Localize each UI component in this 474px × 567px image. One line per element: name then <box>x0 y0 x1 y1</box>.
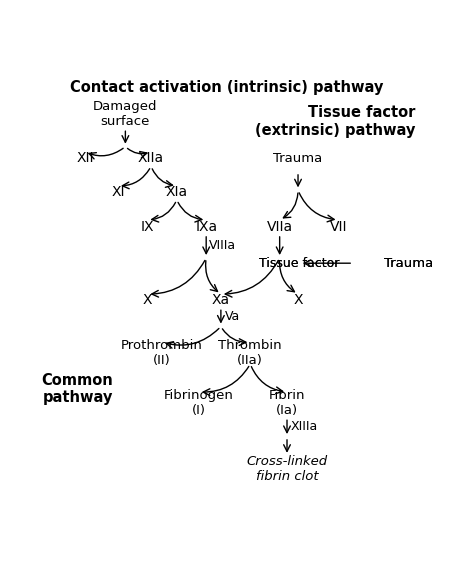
FancyArrowPatch shape <box>178 202 202 222</box>
Text: Trauma: Trauma <box>273 152 323 165</box>
FancyArrowPatch shape <box>299 193 334 222</box>
Text: Prothrombin
(II): Prothrombin (II) <box>121 338 203 367</box>
FancyArrowPatch shape <box>122 168 150 189</box>
FancyArrowPatch shape <box>152 202 175 222</box>
Text: Tissue factor: Tissue factor <box>259 257 340 270</box>
FancyArrowPatch shape <box>152 260 205 297</box>
Text: Thrombin
(IIa): Thrombin (IIa) <box>219 338 282 367</box>
Text: X: X <box>293 293 303 307</box>
Text: Trauma: Trauma <box>384 257 434 270</box>
Text: Common
pathway: Common pathway <box>42 373 113 405</box>
Text: Cross-linked
fibrin clot: Cross-linked fibrin clot <box>246 455 328 483</box>
FancyArrowPatch shape <box>280 261 294 292</box>
Text: Fibrin
(Ia): Fibrin (Ia) <box>269 390 305 417</box>
Text: XIa: XIa <box>166 185 188 200</box>
Text: XIIa: XIIa <box>138 151 164 166</box>
Text: VIIIa: VIIIa <box>209 239 236 252</box>
Text: Va: Va <box>225 310 240 323</box>
FancyArrowPatch shape <box>251 367 283 393</box>
FancyArrowPatch shape <box>283 193 298 218</box>
FancyArrowPatch shape <box>89 149 123 159</box>
Text: VII: VII <box>330 219 347 234</box>
FancyArrowPatch shape <box>152 169 173 187</box>
Text: Tissue factor
(extrinsic) pathway: Tissue factor (extrinsic) pathway <box>255 105 416 138</box>
Text: X: X <box>143 293 152 307</box>
Text: IX: IX <box>141 219 154 234</box>
Text: Xa: Xa <box>212 293 230 307</box>
Text: Damaged
surface: Damaged surface <box>93 100 158 128</box>
Text: XI: XI <box>111 185 125 200</box>
Text: VIIa: VIIa <box>266 219 293 234</box>
FancyArrowPatch shape <box>166 328 219 348</box>
Text: XIIIa: XIIIa <box>291 420 318 433</box>
Text: XII: XII <box>76 151 94 166</box>
Text: Fibrinogen
(I): Fibrinogen (I) <box>164 390 234 417</box>
Text: Contact activation (intrinsic) pathway: Contact activation (intrinsic) pathway <box>70 81 383 95</box>
Text: Trauma: Trauma <box>384 257 434 270</box>
Text: IXa: IXa <box>195 219 217 234</box>
FancyArrowPatch shape <box>222 329 246 345</box>
FancyArrowPatch shape <box>206 261 218 291</box>
FancyArrowPatch shape <box>225 260 278 297</box>
Text: Tissue factor: Tissue factor <box>259 257 340 270</box>
FancyArrowPatch shape <box>203 366 249 395</box>
FancyArrowPatch shape <box>128 149 147 158</box>
